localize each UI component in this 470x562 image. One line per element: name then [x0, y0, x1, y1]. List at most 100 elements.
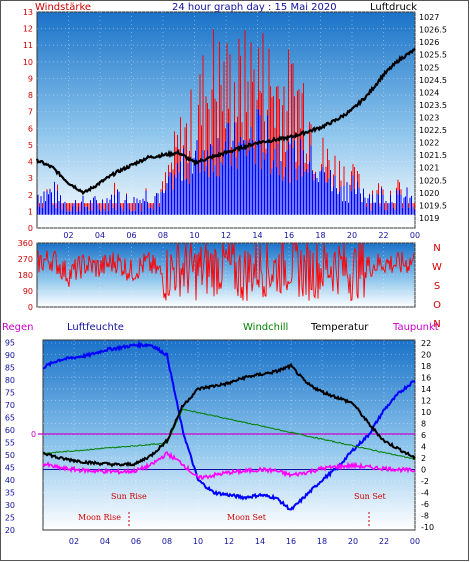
x-tick-label: 04	[100, 537, 110, 546]
temperature-tick-label: -10	[421, 523, 434, 532]
y-tick-label-right: 1022	[419, 139, 439, 148]
y-tick-label-right: 1021.5	[419, 151, 447, 160]
temperature-plot-area	[42, 339, 416, 531]
temperature-tick-label: 8	[421, 419, 426, 428]
humidity-tick-label: 30	[5, 501, 15, 510]
humidity-tick-label: 25	[5, 514, 15, 523]
direction-tick-label: 0	[28, 303, 33, 312]
y-tick-label-left: 4	[28, 158, 33, 167]
windchill-series	[42, 408, 416, 461]
direction-tick-label: 180	[18, 271, 33, 280]
x-tick-label: 22	[379, 537, 389, 546]
y-tick-label-left: 10	[23, 58, 33, 67]
windchill-label: Windchill	[243, 322, 288, 333]
x-tick-label: 10	[189, 231, 199, 240]
y-tick-label-left: 3	[28, 174, 33, 183]
temperature-tick-label: 14	[421, 385, 431, 394]
y-tick-label-right: 1024	[419, 88, 439, 97]
humidity-tick-label: 45	[5, 464, 15, 473]
x-tick-label: 08	[162, 537, 172, 546]
y-tick-label-left: 12	[23, 25, 33, 34]
moon-set-label: Moon Set	[227, 513, 267, 522]
compass-label: W	[432, 262, 442, 273]
y-tick-label-right: 1020	[419, 189, 439, 198]
compass-label: S	[434, 281, 440, 292]
x-tick-label: 18	[317, 537, 327, 546]
x-tick-label: 06	[126, 231, 136, 240]
humidity-tick-label: 35	[5, 489, 15, 498]
y-tick-label-left: 5	[28, 141, 33, 150]
air-pressure-label: Luftdruck	[370, 2, 417, 13]
x-tick-label: 06	[131, 537, 141, 546]
humidity-label: Luftfeuchte	[67, 322, 124, 333]
temperature-tick-label: 16	[421, 373, 431, 382]
temperature-tick-label: 18	[421, 362, 431, 371]
humidity-tick-label: 70	[5, 401, 15, 410]
moon-rise-label: Moon Rise	[78, 513, 121, 522]
sun-rise-label: Sun Rise	[111, 492, 147, 501]
y-tick-label-right: 1025.5	[419, 51, 447, 60]
humidity-tick-label: 90	[5, 351, 15, 360]
y-tick-label-right: 1025	[419, 63, 439, 72]
y-tick-label-left: 9	[28, 74, 33, 83]
temperature-tick-label: 22	[421, 339, 431, 348]
y-tick-label-left: 13	[23, 8, 33, 17]
x-tick-label: 12	[224, 537, 234, 546]
direction-tick-label: 270	[18, 255, 33, 264]
temperature-tick-label: -6	[421, 500, 429, 509]
wind-strength-label: Windstärke	[35, 2, 91, 13]
x-tick-label: 16	[284, 231, 294, 240]
y-tick-label-left: 1	[28, 207, 33, 216]
temperature-tick-label: 20	[421, 350, 431, 359]
x-tick-label: 02	[69, 537, 79, 546]
wind-mean-series	[37, 109, 415, 215]
y-tick-label-right: 1026	[419, 38, 439, 47]
x-tick-label: 18	[315, 231, 325, 240]
humidity-tick-label: 75	[5, 389, 15, 398]
pressure-series	[35, 47, 416, 196]
temperature-panel-header: Regen Luftfeuchte Windchill Temperatur T…	[2, 322, 439, 333]
x-tick-label: 12	[221, 231, 231, 240]
y-tick-label-right: 1020.5	[419, 176, 447, 185]
wind-direction-series	[37, 242, 415, 302]
y-tick-label-left: 2	[28, 191, 33, 200]
x-tick-label: 00	[410, 231, 420, 240]
humidity-tick-label: 65	[5, 414, 15, 423]
direction-tick-label: 90	[23, 287, 33, 296]
direction-tick-label: 360	[18, 239, 33, 248]
temperature-tick-label: -2	[421, 477, 429, 486]
temperature-label: Temperatur	[310, 322, 369, 333]
humidity-tick-label: 60	[5, 426, 15, 435]
y-tick-label-right: 1023	[419, 113, 439, 122]
y-tick-label-right: 1019.5	[419, 201, 447, 210]
x-tick-label: 14	[255, 537, 265, 546]
humidity-tick-label: 50	[5, 451, 15, 460]
y-tick-label-right: 1019	[419, 214, 439, 223]
y-tick-label-right: 1027	[419, 13, 439, 22]
x-tick-label: 02	[63, 231, 73, 240]
rain-zero-marker: 0	[31, 430, 36, 439]
humidity-tick-label: 80	[5, 376, 15, 385]
temperature-tick-label: 12	[421, 396, 431, 405]
graph-title: 24 hour graph day : 15 Mai 2020	[172, 2, 337, 13]
temperature-tick-label: 0	[421, 466, 426, 475]
temperature-tick-label: 4	[421, 443, 426, 452]
x-tick-label: 20	[348, 537, 358, 546]
y-tick-label-right: 1026.5	[419, 26, 447, 35]
dewpoint-series	[42, 451, 416, 480]
humidity-tick-label: 55	[5, 439, 15, 448]
rain-label: Regen	[2, 322, 34, 333]
x-tick-label: 04	[95, 231, 105, 240]
x-tick-label: 16	[286, 537, 296, 546]
temperature-series	[42, 362, 416, 468]
y-tick-label-left: 11	[23, 41, 33, 50]
humidity-tick-label: 95	[5, 339, 15, 348]
x-tick-label: 20	[347, 231, 357, 240]
dewpoint-label: Taupunkt	[392, 322, 439, 333]
temperature-tick-label: 2	[421, 454, 426, 463]
x-tick-label: 08	[158, 231, 168, 240]
